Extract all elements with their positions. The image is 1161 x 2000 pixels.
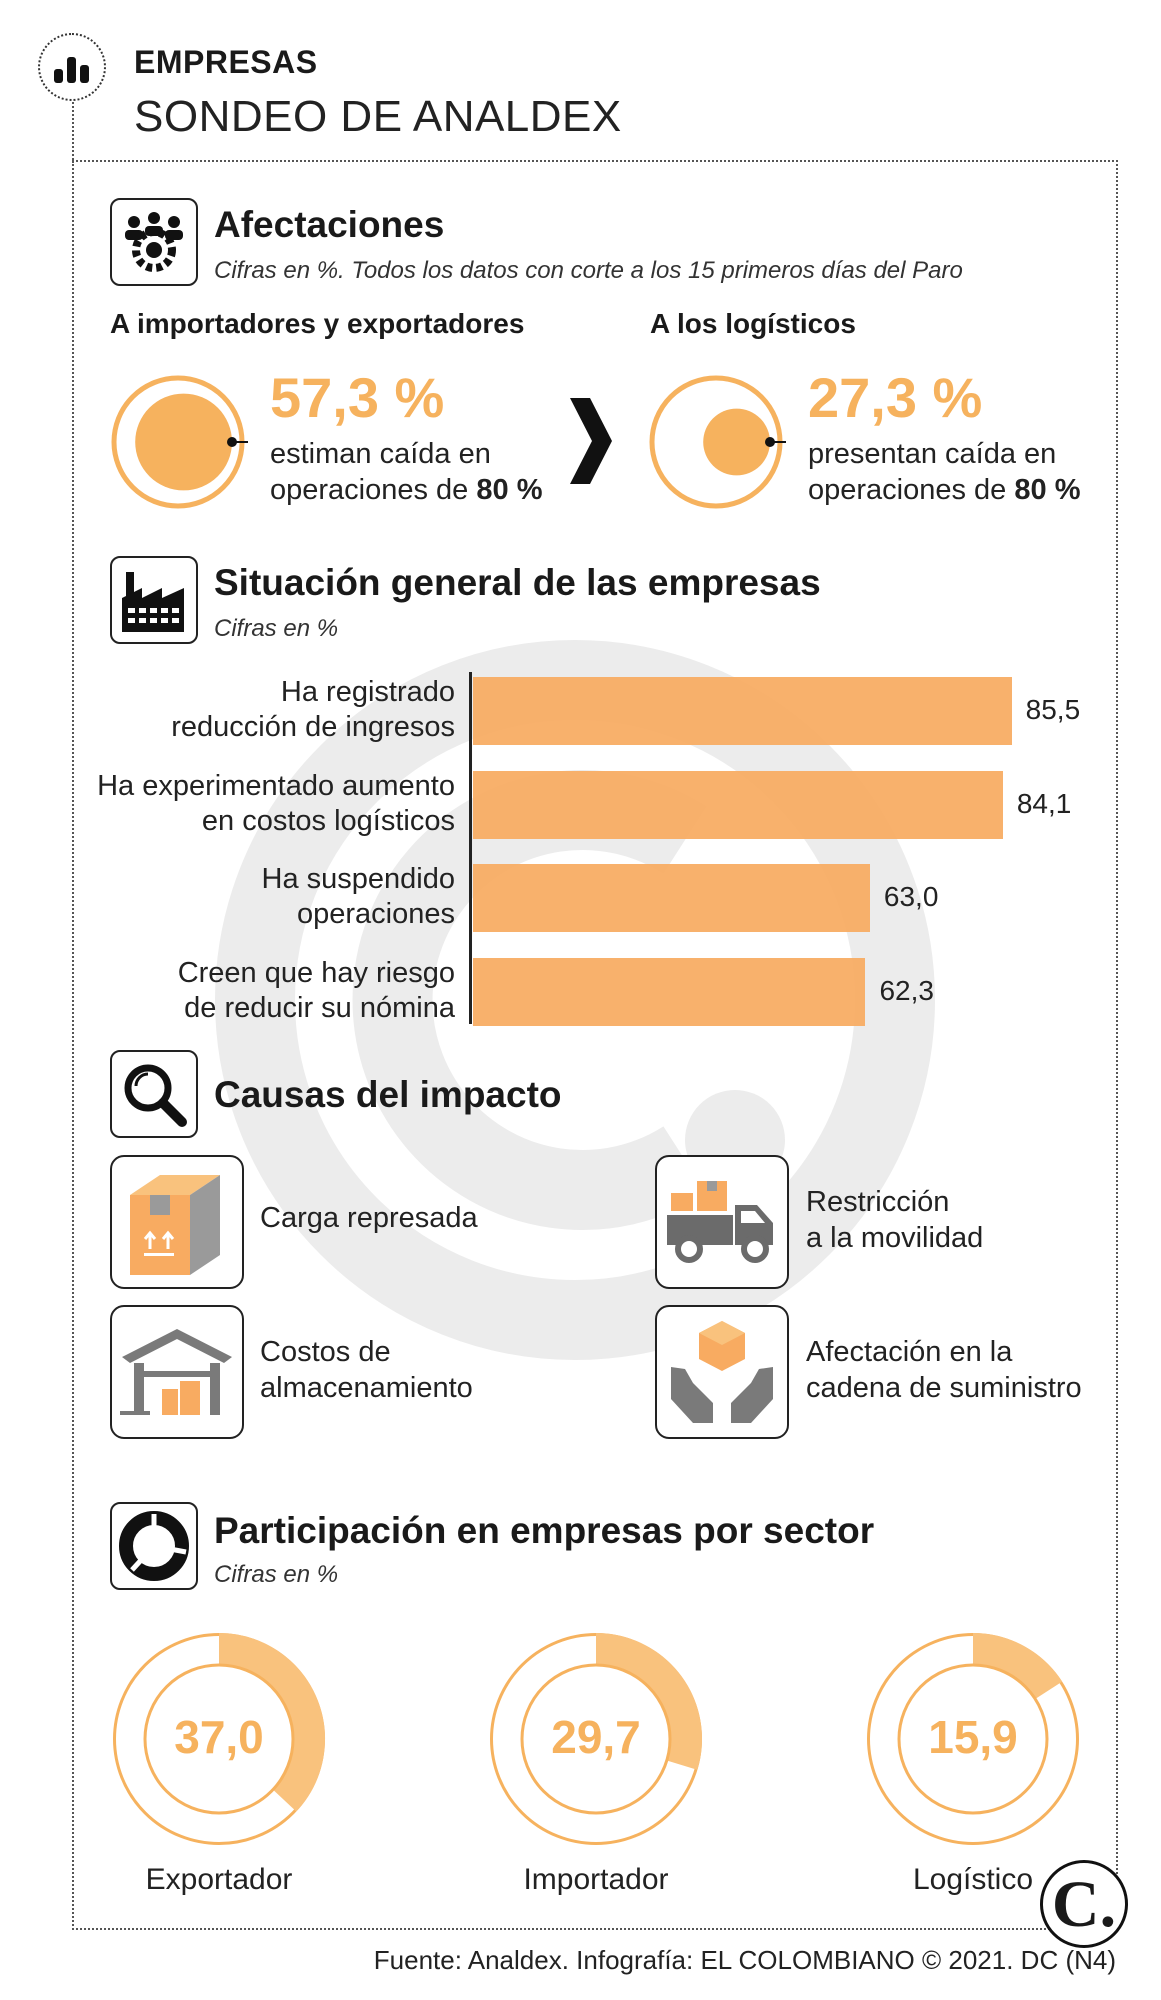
- content-frame: [72, 160, 1118, 1930]
- section-subtitle-situacion: Cifras en %: [214, 615, 339, 642]
- bar-chart-axis: [469, 672, 472, 1024]
- bar: [473, 864, 870, 932]
- bar-value-label: 85,5: [1025, 694, 1081, 725]
- bar: [473, 957, 866, 1026]
- section-title-afectaciones: Afectaciones: [214, 204, 445, 245]
- donut-chart: [867, 1633, 1079, 1845]
- donut-slice: [972, 1633, 1063, 1700]
- donut-chart: [490, 1633, 702, 1845]
- hands-box-icon: [655, 1305, 789, 1439]
- bar-value-label: 62,3: [879, 974, 934, 1006]
- logisticos-caption: presentan caída en operaciones de 80 %: [808, 438, 1081, 506]
- logisticos-percent: 27,3 %: [808, 366, 983, 429]
- people-gear-icon: [110, 198, 198, 286]
- bar-value-label: 84,1: [1016, 787, 1072, 819]
- box-icon: [110, 1155, 244, 1289]
- donut-category-label: Exportador: [145, 1863, 293, 1896]
- bar-category-label: Creen que hay riesgo de reducir su nómina: [177, 956, 455, 1024]
- donut-category-label: Importador: [523, 1863, 669, 1896]
- section-subtitle-afectaciones: Cifras en %. Todos los datos con corte a…: [214, 257, 963, 284]
- el-colombiano-logo: C.: [1040, 1860, 1128, 1948]
- donut-inner-ring: [143, 1663, 295, 1815]
- donut-inner-ring: [520, 1663, 672, 1815]
- section-subtitle-participacion: Cifras en %: [214, 1561, 339, 1588]
- logisticos-circle-indicator: [649, 375, 786, 509]
- page-title: SONDEO DE ANALDEX: [134, 92, 622, 141]
- cause-label-carga: Carga represada: [260, 1202, 478, 1234]
- bar: [473, 770, 1003, 839]
- cause-label-restriccion: Restricción a la movilidad: [806, 1186, 984, 1254]
- donut-value-label: 15,9: [928, 1711, 1018, 1763]
- importadores-caption: estiman caída en operaciones de 80 %: [270, 438, 543, 506]
- donut-value-label: 37,0: [174, 1711, 264, 1763]
- bar-chart-icon: [38, 33, 106, 101]
- bar-category-label: Ha registrado reducción de ingresos: [171, 676, 455, 743]
- cause-label-cadena: Afectación en la cadena de suministro: [806, 1336, 1082, 1404]
- logisticos-heading: A los logísticos: [650, 308, 856, 339]
- pie-icon: [110, 1502, 198, 1590]
- donut-slice: [218, 1633, 325, 1812]
- warehouse-icon: [110, 1305, 244, 1439]
- source-footer: Fuente: Analdex. Infografía: EL COLOMBIA…: [373, 1945, 1116, 1975]
- bar-value-label: 63,0: [883, 881, 939, 912]
- arrow-right-icon: [570, 398, 612, 484]
- bar: [473, 677, 1012, 745]
- bar-category-label: Ha experimentado aumento en costos logíst…: [97, 769, 455, 837]
- donut-inner-ring: [897, 1663, 1049, 1815]
- donut-chart: [113, 1633, 325, 1845]
- donut-category-label: Logístico: [912, 1863, 1034, 1896]
- section-title-situacion: Situación general de las empresas: [214, 562, 821, 603]
- truck-icon: [655, 1155, 789, 1289]
- donut-slice: [595, 1633, 702, 1770]
- header-connector: [72, 95, 74, 163]
- section-kicker: EMPRESAS: [134, 44, 318, 80]
- importadores-heading: A importadores y exportadores: [110, 308, 525, 339]
- cause-label-costos: Costos de almacenamiento: [260, 1336, 473, 1404]
- section-title-causas: Causas del impacto: [214, 1074, 562, 1115]
- section-title-participacion: Participación en empresas por sector: [214, 1510, 875, 1551]
- bar-category-label: Ha suspendido operaciones: [261, 863, 455, 930]
- importadores-circle-indicator: [111, 375, 248, 509]
- magnifier-icon: [110, 1050, 198, 1138]
- importadores-percent: 57,3 %: [270, 366, 445, 429]
- donut-value-label: 29,7: [551, 1711, 641, 1763]
- factory-icon: [110, 556, 198, 644]
